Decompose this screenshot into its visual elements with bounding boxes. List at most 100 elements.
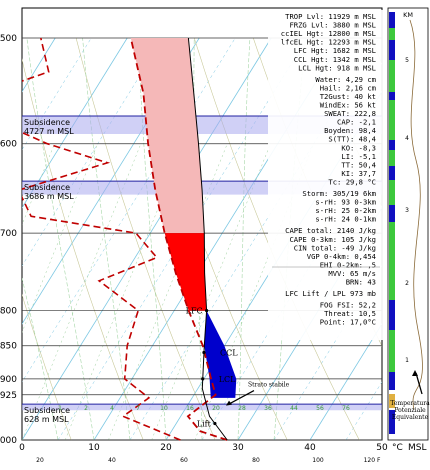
stats-line: S(TT): 48,4 [328, 135, 376, 144]
pressure-tick-label: 800 [0, 307, 17, 317]
parcel-point-label: LCL [219, 375, 236, 384]
isotherm-line [22, 37, 236, 383]
pressure-tick-label: 925 [0, 391, 17, 401]
pressure-tick-label: 900 [0, 375, 17, 385]
isotherm-line [22, 37, 128, 209]
stats-line: Hail: 2,16 cm [320, 83, 376, 92]
stats-line: lfcEL Hgt: 12293 m MSL [281, 38, 376, 47]
stats-background [268, 10, 384, 340]
subsidence-label: Subsidence 3686 m MSL [24, 183, 74, 201]
height-bar-segment [389, 180, 395, 205]
mixing-ratio-label: 20 [212, 405, 220, 412]
celsius-unit-label: °C [392, 443, 403, 453]
stats-line: FOG FSI: 52,2 [320, 301, 376, 310]
stats-line: LFC Lift / LPL 973 mb [285, 289, 376, 298]
stats-line: s-rH: 25 0-2km [315, 206, 376, 215]
parcel-point-marker [201, 377, 205, 381]
subsidence-label: Subsidence 628 m MSL [24, 406, 70, 424]
mixing-ratio-label: 28 [238, 405, 246, 412]
fahrenheit-tick-label: 120 F [364, 457, 381, 464]
fahrenheit-tick-label: 20 [36, 457, 44, 464]
height-bar-segment [389, 60, 395, 92]
isotherm-line [273, 265, 382, 441]
stats-line: s-rH: 93 0-3km [315, 198, 376, 207]
stats-line: BRN: 43 [346, 278, 376, 287]
height-bar-segment [389, 330, 395, 372]
chart-labels: 5006007008008509009251000Subsidence4727 … [0, 34, 427, 464]
stats-line: CCL Hgt: 1342 m MSL [294, 55, 376, 64]
mixing-ratio-label: 4 [110, 405, 114, 412]
stats-line: Tc: 29,8 °C [328, 177, 376, 186]
mixing-ratio-label: 56 [316, 405, 324, 412]
inversion-arrow-shaft [227, 390, 255, 406]
mixing-ratio-label: 36 [264, 405, 272, 412]
stats-line: s-rH: 24 0-1km [315, 215, 376, 224]
mixing-ratio-label: 1 [58, 405, 62, 412]
isotherm-line [129, 37, 380, 441]
parcel-point-marker [213, 421, 217, 426]
theta-e-label: Temperatura Potenziale Equivalente [390, 400, 430, 421]
celsius-tick-label: 20 [160, 443, 172, 453]
cape-area-upper [130, 38, 205, 234]
height-axis-label: 4 [405, 135, 409, 142]
cin-area [204, 310, 237, 398]
parcel-point-marker [202, 350, 206, 355]
stats-line: Storm: 305/19 6km [302, 189, 376, 198]
height-axis-label: 2 [405, 280, 409, 287]
parcel-point-marker [205, 308, 209, 313]
height-axis-label: 1 [405, 357, 409, 364]
theta-e-arrow-head [412, 370, 418, 376]
profiles [22, 37, 228, 441]
height-axis-label: 3 [405, 207, 409, 214]
stats-line: Water: 4,29 cm [315, 75, 376, 84]
stats-line: MVV: 65 m/s [328, 269, 376, 278]
stats-line: Boyden: 98,4 [324, 126, 376, 135]
pressure-tick-label: 600 [0, 140, 17, 150]
cape-area-lower [164, 233, 207, 311]
pressure-tick-label: 500 [0, 34, 17, 44]
stats-line: WindEx: 56 kt [320, 101, 376, 110]
fahrenheit-tick-label: 40 [108, 457, 116, 464]
dewpoint-line [22, 37, 181, 441]
mixing-ratio-label: 2 [84, 405, 88, 412]
dry-adiabat [22, 293, 72, 441]
mixing-ratio-label: 44 [290, 405, 298, 412]
stats-line: EHI 0-2km: ,5 [320, 260, 376, 269]
isotherm-line [309, 323, 382, 441]
height-bar-segment [389, 222, 395, 300]
mixing-ratio-label: 7 [136, 405, 140, 412]
stats-line: KO: -8,3 [341, 143, 376, 152]
fahrenheit-tick-label: 60 [180, 457, 188, 464]
moist-adiabat [22, 276, 59, 441]
fahrenheit-tick-label: 100 [312, 457, 324, 464]
stats-line: LFC Hgt: 1682 m MSL [294, 46, 376, 55]
celsius-tick-label: 0 [19, 443, 25, 453]
mixing-ratio-label: 76 [342, 405, 350, 412]
parcel-point-label: LFC [186, 307, 203, 316]
parcel-line [187, 37, 228, 441]
celsius-tick-label: 40 [304, 443, 316, 453]
mixing-ratio-label: 10 [160, 405, 168, 412]
profile-lines [22, 37, 228, 441]
temperature-line [129, 37, 228, 441]
stats-line: FRZG Lvl: 3880 m MSL [289, 21, 376, 30]
theta-e-curve [409, 19, 423, 411]
isotherm-line [22, 37, 164, 267]
stats-line: TT: 50,4 [341, 160, 376, 169]
height-bar-surface [389, 394, 395, 408]
pressure-tick-label: 700 [0, 229, 17, 239]
height-axis-label: 5 [405, 57, 409, 64]
stats-line: T2Gust: 40 kt [320, 92, 376, 101]
height-bar-segment [389, 100, 395, 140]
theta-e-arrow-shaft [415, 372, 423, 395]
pressure-tick-label: 850 [0, 342, 17, 352]
celsius-tick-label: 10 [88, 443, 100, 453]
stats-line: Threat: 10,5 [324, 309, 376, 318]
height-bar-segment [389, 28, 395, 40]
height-bar-segment [389, 150, 395, 166]
inversion-arrow-head [226, 400, 232, 406]
msl-label: MSL [408, 443, 427, 453]
stats-line: CAP: -2,1 [337, 118, 376, 127]
stats-line: LCL Hgt: 918 m MSL [298, 63, 376, 72]
